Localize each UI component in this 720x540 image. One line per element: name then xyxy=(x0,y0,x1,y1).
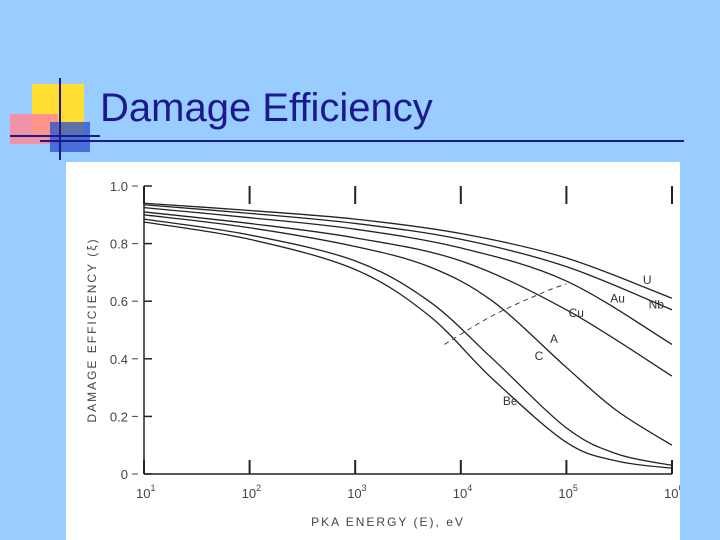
series-label-cu: Cu xyxy=(569,306,584,320)
y-tick-label: 1.0 xyxy=(110,179,128,194)
y-tick-label: 0.8 xyxy=(110,237,128,252)
series-line-be xyxy=(143,221,673,469)
x-tick-label: 105 xyxy=(558,483,577,501)
slide-decoration xyxy=(10,78,100,160)
series-label-au: Au xyxy=(610,292,625,306)
title-rule xyxy=(40,140,684,142)
reference-dashed-line xyxy=(444,283,567,345)
y-tick-label: 0 xyxy=(121,467,128,482)
series-line-au xyxy=(143,204,673,311)
series-line-nb xyxy=(143,206,673,345)
y-tick-label: 0.4 xyxy=(110,352,128,367)
series-line-cu xyxy=(143,211,673,377)
series-line-u xyxy=(143,202,673,299)
x-tick-label: 106 xyxy=(664,483,680,501)
y-tick-label: 0.6 xyxy=(110,294,128,309)
series-label-c: C xyxy=(535,349,544,363)
series-label-u: U xyxy=(643,273,652,287)
series-line-c xyxy=(143,218,673,466)
slide-title: Damage Efficiency xyxy=(100,86,433,130)
series-label-be: Be xyxy=(503,394,518,408)
x-tick-label: 103 xyxy=(347,483,366,501)
y-tick-label: 0.2 xyxy=(110,409,128,424)
x-tick-label: 101 xyxy=(136,483,155,501)
series-label-nb: Nb xyxy=(649,297,665,311)
y-axis-title: DAMAGE EFFICIENCY (ξ) xyxy=(85,237,99,422)
x-tick-label: 102 xyxy=(242,483,261,501)
series-label-a: A xyxy=(550,332,558,346)
figure-panel: 101 102 103 104 105 106 0 0.2 0.4 0.6 0.8 1.0 PKA EN… xyxy=(66,162,680,540)
damage-efficiency-chart: 101 102 103 104 105 106 0 0.2 0.4 0.6 0.8 1.0 PKA EN… xyxy=(85,179,680,529)
x-tick-label: 104 xyxy=(453,483,472,501)
series-line-a xyxy=(143,214,673,446)
x-axis-title: PKA ENERGY (E), eV xyxy=(311,515,465,529)
